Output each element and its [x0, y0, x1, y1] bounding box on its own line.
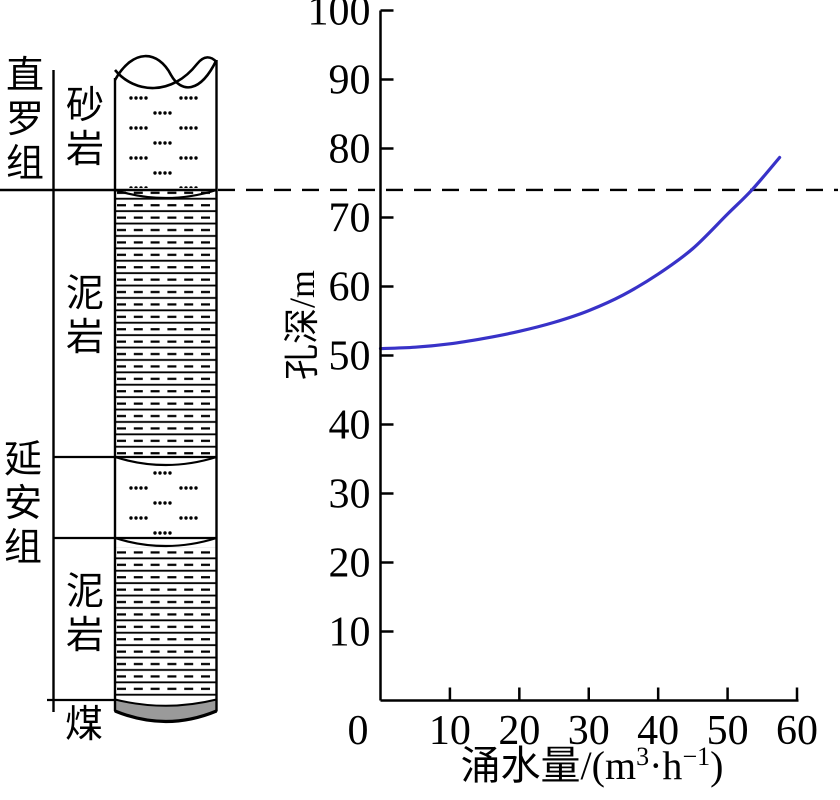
- x-tick-label: 20: [498, 708, 540, 754]
- formation-label-zhiluo: 直罗组: [5, 55, 44, 185]
- x-tick-label: 0: [348, 708, 369, 754]
- unit-label-coal: 煤: [64, 704, 103, 746]
- unit-label-mudstone-1: 泥岩: [65, 273, 104, 359]
- mudstone-fill-upper: [116, 191, 216, 455]
- column-top-wave-line-2: [114, 56, 218, 90]
- y-tick-label: 100: [308, 0, 371, 35]
- x-axis-title: 涌水量/(m3·h−1): [460, 742, 724, 788]
- y-tick-label: 70: [329, 196, 371, 242]
- mudstone-fill-lower: [116, 547, 216, 698]
- y-tick-label: 80: [329, 127, 371, 173]
- y-axis-title: 孔深/m: [282, 270, 322, 381]
- boundary-lens-1: [114, 188, 217, 200]
- boundary-lens-2: [114, 455, 217, 467]
- x-tick-label: 10: [429, 708, 471, 754]
- unit-label-mudstone-2: 泥岩: [65, 571, 104, 657]
- boundary-lens-3: [114, 536, 217, 548]
- y-tick-label: 40: [329, 403, 371, 449]
- column-top-wave-line-1: [113, 54, 218, 89]
- sandstone-fill-middle: [116, 466, 216, 536]
- y-tick-label: 90: [329, 58, 371, 104]
- inflow-depth-curve: [378, 155, 782, 351]
- sandstone-fill-upper: [116, 92, 216, 188]
- y-tick-label: 60: [329, 265, 371, 311]
- unit-label-sandstone: 砂岩: [65, 85, 104, 171]
- x-tick-label: 40: [637, 708, 679, 754]
- y-tick-label: 20: [329, 541, 371, 587]
- coal-bottom-edge: [114, 709, 218, 724]
- formation-label-yanan: 延安组: [3, 439, 42, 569]
- y-tick-label: 30: [329, 472, 371, 518]
- x-tick-label: 30: [568, 708, 610, 754]
- x-tick-label: 60: [776, 708, 818, 754]
- y-tick-label: 10: [329, 610, 371, 656]
- y-tick-label: 50: [329, 334, 371, 380]
- x-tick-label: 50: [707, 708, 749, 754]
